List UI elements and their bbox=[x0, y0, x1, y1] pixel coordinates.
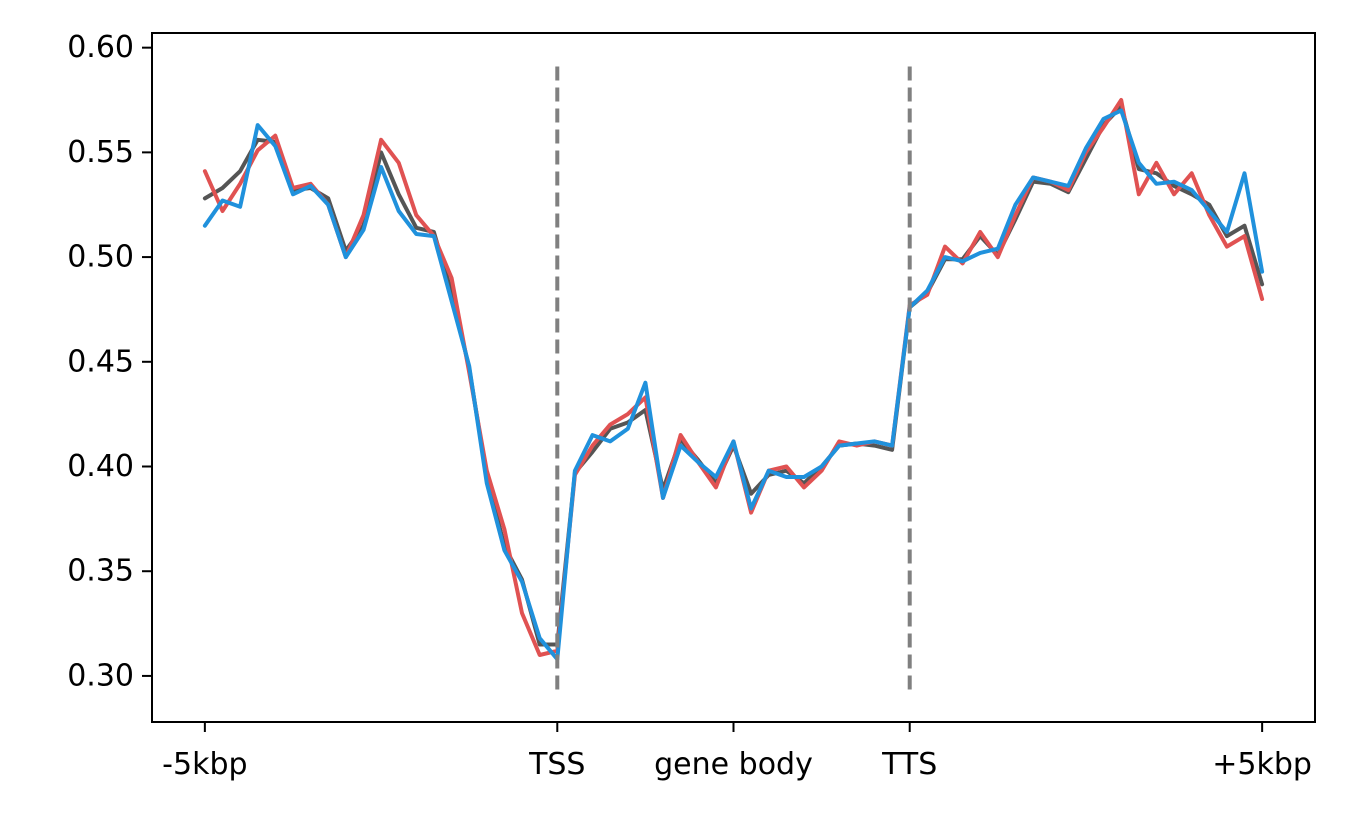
y-tick-label: 0.40 bbox=[67, 449, 134, 484]
x-tick-label: gene body bbox=[654, 747, 813, 782]
reference-lines bbox=[555, 66, 912, 691]
y-axis: 0.30 0.35 0.40 0.45 0.50 0.55 0.60 bbox=[67, 30, 152, 693]
series-line-2 bbox=[202, 98, 1265, 657]
y-tick-label: 0.30 bbox=[67, 658, 134, 693]
x-axis: -5kbp TSS gene body TTS +5kbp bbox=[162, 722, 1312, 782]
x-tick-label: TSS bbox=[528, 747, 585, 782]
plot-area-frame bbox=[151, 32, 1316, 723]
x-tick-label: TTS bbox=[881, 747, 937, 782]
x-tick-label: -5kbp bbox=[162, 747, 247, 782]
x-tick-label: +5kbp bbox=[1212, 747, 1312, 782]
series-line-3 bbox=[202, 108, 1265, 662]
y-tick-label: 0.50 bbox=[67, 240, 134, 275]
y-tick-label: 0.60 bbox=[67, 30, 134, 65]
y-tick-label: 0.35 bbox=[67, 554, 134, 589]
series-layer bbox=[202, 98, 1265, 662]
y-tick-label: 0.55 bbox=[67, 135, 134, 170]
y-tick-label: 0.45 bbox=[67, 344, 134, 379]
series-line-1 bbox=[202, 104, 1265, 647]
